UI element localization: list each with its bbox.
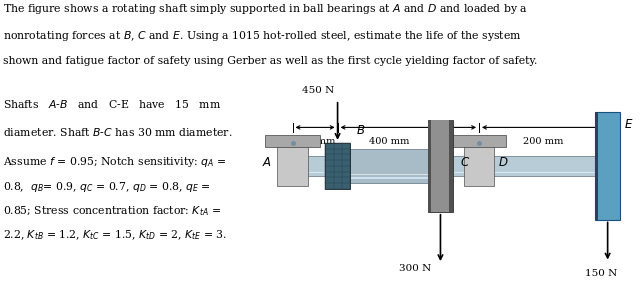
Text: 0.8,  $q_B$= 0.9, $q_C$ = 0.7, $q_D$ = 0.8, $q_E$ =: 0.8, $q_B$= 0.9, $q_C$ = 0.7, $q_D$ = 0.… bbox=[3, 180, 211, 194]
Bar bbox=[464, 146, 494, 186]
Bar bbox=[428, 120, 453, 212]
Text: 300 N: 300 N bbox=[399, 264, 431, 273]
Text: 300 mm: 300 mm bbox=[440, 137, 480, 146]
Text: $A$: $A$ bbox=[262, 156, 272, 169]
Bar bbox=[451, 135, 507, 147]
Bar bbox=[338, 149, 440, 183]
Bar bbox=[449, 120, 453, 212]
Bar bbox=[479, 156, 608, 176]
Text: Shafts   $A$-$B$   and   C-E   have   15   mm: Shafts $A$-$B$ and C-E have 15 mm bbox=[3, 98, 222, 110]
Text: 200 mm: 200 mm bbox=[295, 137, 335, 146]
Bar bbox=[277, 146, 308, 186]
Text: $B$: $B$ bbox=[356, 124, 365, 137]
Text: $C$: $C$ bbox=[460, 156, 470, 169]
Bar bbox=[325, 143, 350, 189]
Text: shown and fatigue factor of safety using Gerber as well as the first cycle yield: shown and fatigue factor of safety using… bbox=[3, 56, 538, 66]
Text: 0.85; Stress concentration factor: $K_{tA}$ =: 0.85; Stress concentration factor: $K_{t… bbox=[3, 204, 221, 218]
Text: 400 mm: 400 mm bbox=[369, 137, 409, 146]
Bar bbox=[293, 156, 338, 176]
Text: Assume $f$ = 0.95; Notch sensitivity: $q_A$ =: Assume $f$ = 0.95; Notch sensitivity: $q… bbox=[3, 155, 227, 169]
Text: $D$: $D$ bbox=[498, 156, 509, 169]
Text: 150 N: 150 N bbox=[585, 269, 617, 278]
Text: diameter. Shaft $B$-$C$ has 30 mm diameter.: diameter. Shaft $B$-$C$ has 30 mm diamet… bbox=[3, 126, 233, 138]
Text: 450 N: 450 N bbox=[302, 86, 334, 95]
Bar bbox=[440, 156, 479, 176]
Text: nonrotating forces at $B$, $C$ and $E$. Using a 1015 hot-rolled steel, estimate : nonrotating forces at $B$, $C$ and $E$. … bbox=[3, 29, 522, 43]
Bar bbox=[431, 120, 449, 212]
Bar bbox=[428, 120, 431, 212]
Text: The figure shows a rotating shaft simply supported in ball bearings at $A$ and $: The figure shows a rotating shaft simply… bbox=[3, 2, 529, 16]
Bar bbox=[595, 112, 598, 220]
Text: 200 mm: 200 mm bbox=[523, 137, 563, 146]
Bar bbox=[266, 135, 320, 147]
Text: $E$: $E$ bbox=[624, 118, 633, 131]
Text: 2.2, $K_{tB}$ = 1.2, $K_{tC}$ = 1.5, $K_{tD}$ = 2, $K_{tE}$ = 3.: 2.2, $K_{tB}$ = 1.2, $K_{tC}$ = 1.5, $K_… bbox=[3, 229, 228, 242]
Bar bbox=[595, 112, 620, 220]
